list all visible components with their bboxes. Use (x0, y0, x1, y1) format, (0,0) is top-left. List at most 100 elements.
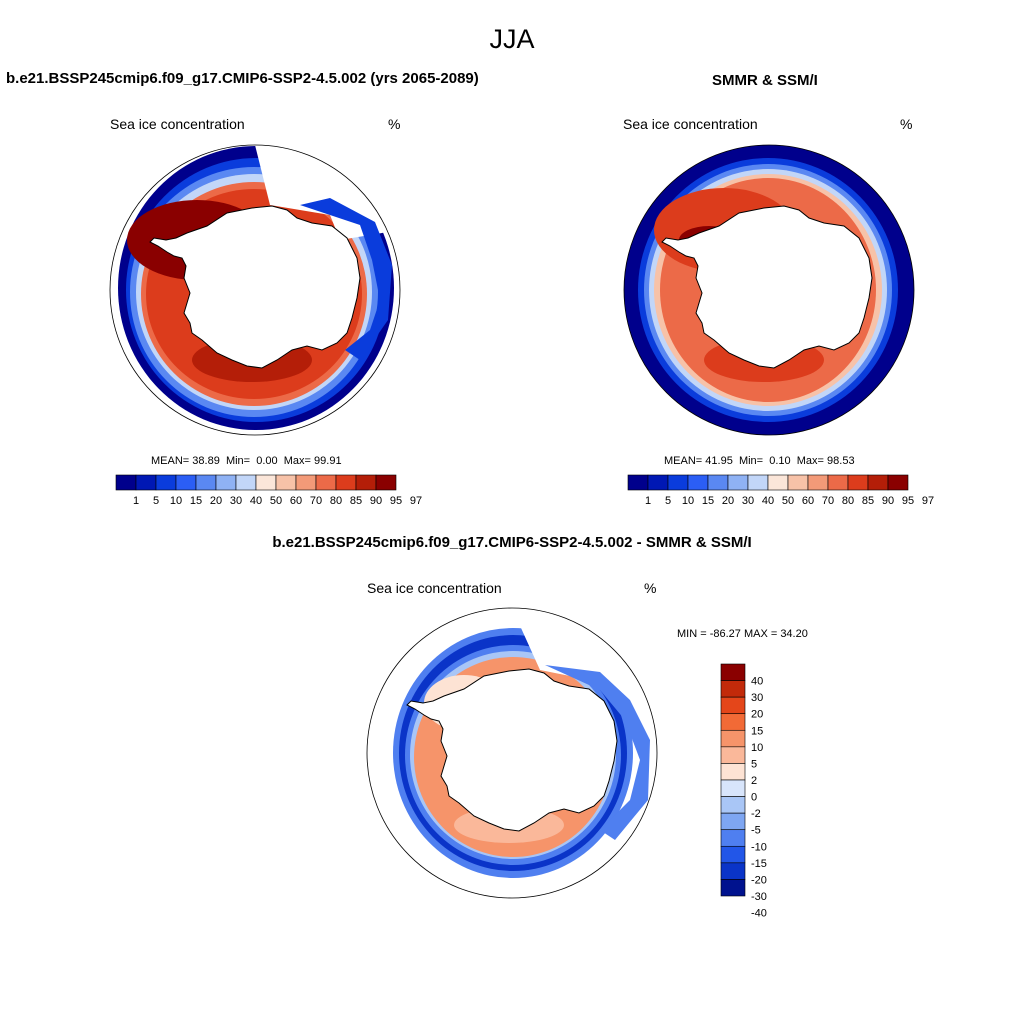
obs-colorbar-swatch-0 (627, 474, 649, 491)
diff-variable-label: Sea ice concentration (367, 580, 502, 596)
model-ice-field (118, 145, 400, 430)
model-colorbar-swatch-11 (335, 474, 357, 491)
model-mean-label: MEAN= (151, 455, 190, 467)
diff-map (366, 607, 658, 899)
model-colorbar-swatch-0 (115, 474, 137, 491)
obs-colorbar-tick-label: 10 (682, 495, 694, 507)
obs-max-label: Max= (796, 455, 824, 467)
model-colorbar-tick-label: 40 (250, 495, 262, 507)
obs-colorbar-tick-label: 60 (802, 495, 814, 507)
diff-colorbar-tick-label: -20 (751, 874, 767, 886)
diff-colorbar-tick-label: -30 (751, 891, 767, 903)
diff-colorbar-swatch-10 (720, 829, 746, 847)
model-min-value: 0.00 (256, 455, 278, 467)
model-colorbar-swatch-9 (295, 474, 317, 491)
model-colorbar-tick-label: 15 (190, 495, 202, 507)
model-colorbar-tick-label: 97 (410, 495, 422, 507)
obs-colorbar-swatch-8 (787, 474, 809, 491)
model-colorbar-swatch-2 (155, 474, 177, 491)
diff-colorbar-tick-label: 20 (751, 709, 763, 721)
obs-mean-label: MEAN= (664, 455, 703, 467)
obs-map (623, 144, 915, 436)
obs-colorbar-swatch-13 (887, 474, 909, 491)
diff-colorbar-swatch-3 (720, 713, 746, 731)
model-colorbar-swatch-7 (255, 474, 277, 491)
model-colorbar-swatch-3 (175, 474, 197, 491)
diff-colorbar-swatch-13 (720, 879, 746, 897)
diff-colorbar-tick-label: 40 (751, 676, 763, 688)
obs-colorbar-swatch-12 (867, 474, 889, 491)
obs-colorbar-tick-label: 40 (762, 495, 774, 507)
diff-colorbar-tick-label: -5 (751, 825, 761, 837)
diff-panel-title: b.e21.BSSP245cmip6.f09_g17.CMIP6-SSP2-4.… (272, 534, 752, 551)
diff-colorbar-swatch-0 (720, 663, 746, 681)
diff-colorbar-swatch-9 (720, 812, 746, 831)
obs-colorbar: 1 5 10 15 20 30 40 50 60 70 80 85 90 95 97 (627, 474, 934, 507)
obs-colorbar-tick-label: 20 (722, 495, 734, 507)
model-colorbar-tick-label: 10 (170, 495, 182, 507)
model-colorbar-swatch-1 (135, 474, 157, 491)
obs-colorbar-tick-label: 90 (882, 495, 894, 507)
obs-colorbar-swatch-7 (767, 474, 789, 491)
model-colorbar-tick-label: 85 (350, 495, 362, 507)
diff-colorbar-swatch-12 (720, 862, 746, 880)
diff-colorbar-swatch-2 (720, 696, 746, 715)
obs-colorbar-swatch-9 (807, 474, 829, 491)
diff-colorbar-tick-label: 0 (751, 792, 757, 804)
obs-colorbar-swatch-11 (847, 474, 869, 491)
diff-colorbar-tick-label: -40 (751, 908, 767, 920)
obs-ice-field (624, 145, 914, 435)
model-map (109, 144, 401, 436)
obs-colorbar-swatch-10 (827, 474, 849, 491)
obs-colorbar-tick-label: 1 (645, 495, 651, 507)
obs-min-label: Min= (738, 455, 764, 467)
diff-colorbar-tick-label: 15 (751, 725, 763, 737)
obs-colorbar-tick-label: 5 (665, 495, 671, 507)
obs-colorbar-tick-label: 15 (702, 495, 714, 507)
diff-colorbar-tick-label: -2 (751, 808, 761, 820)
obs-colorbar-tick-label: 97 (922, 495, 934, 507)
model-colorbar: 1 5 10 15 20 30 40 50 60 70 80 85 90 95 97 (115, 474, 422, 507)
model-colorbar-tick-label: 70 (310, 495, 322, 507)
obs-panel-title: SMMR & SSM/I (712, 72, 818, 89)
model-colorbar-swatch-6 (235, 474, 257, 491)
model-colorbar-tick-label: 80 (330, 495, 342, 507)
diff-colorbar-tick-label: 5 (751, 758, 757, 770)
model-panel-title: b.e21.BSSP245cmip6.f09_g17.CMIP6-SSP2-4.… (6, 70, 479, 87)
obs-colorbar-tick-label: 80 (842, 495, 854, 507)
obs-colorbar-swatch-5 (727, 474, 749, 491)
model-colorbar-tick-label: 60 (290, 495, 302, 507)
diff-colorbar-tick-label: -10 (751, 841, 767, 853)
model-colorbar-swatch-5 (215, 474, 237, 491)
model-units-label: % (388, 116, 401, 132)
diff-colorbar-tick-label: -15 (751, 858, 767, 870)
model-colorbar-tick-label: 95 (390, 495, 402, 507)
model-colorbar-swatch-10 (315, 474, 337, 491)
diff-colorbar-swatch-7 (720, 779, 746, 797)
obs-stats: MEAN= 41.95 Min= 0.10 Max= 98.53 (664, 455, 855, 467)
model-colorbar-tick-label: 1 (133, 495, 139, 507)
obs-colorbar-swatch-3 (687, 474, 709, 491)
model-mean-value: 38.89 (192, 455, 220, 467)
model-colorbar-swatch-13 (375, 474, 397, 491)
model-colorbar-swatch-8 (275, 474, 297, 491)
diff-colorbar-swatch-1 (720, 680, 746, 698)
diff-colorbar-tick-label: 30 (751, 692, 763, 704)
season-title: JJA (489, 24, 535, 54)
obs-colorbar-tick-label: 85 (862, 495, 874, 507)
obs-max-value: 98.53 (827, 455, 855, 467)
diff-field (393, 608, 657, 878)
diff-colorbar-swatch-4 (720, 729, 746, 748)
diff-minmax: MIN = -86.27 MAX = 34.20 (677, 628, 808, 640)
obs-colorbar-tick-label: 30 (742, 495, 754, 507)
obs-units-label: % (900, 116, 913, 132)
diff-colorbar-tick-label: 2 (751, 775, 757, 787)
diff-colorbar-swatch-6 (720, 763, 746, 781)
diff-colorbar-swatch-5 (720, 746, 746, 764)
model-colorbar-swatch-4 (195, 474, 217, 491)
obs-mean-value: 41.95 (705, 455, 733, 467)
obs-colorbar-swatch-2 (667, 474, 689, 491)
model-variable-label: Sea ice concentration (110, 116, 245, 132)
